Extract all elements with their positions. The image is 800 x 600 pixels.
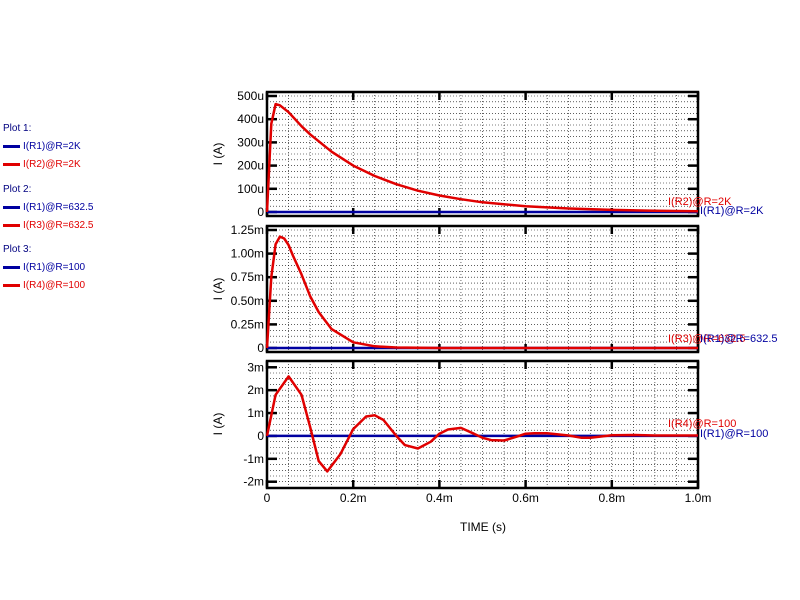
series-end-label: I(R1)@R=2K <box>700 205 764 217</box>
series-end-label: I(R1)@R=100 <box>700 428 768 440</box>
y-tick-label: 0 <box>257 429 264 443</box>
legend-label: I(R2)@R=2K <box>23 158 81 170</box>
y-tick-label: -1m <box>243 452 264 466</box>
legend-item: I(R3)@R=632.5 <box>3 219 93 231</box>
x-axis-label: TIME (s) <box>460 520 506 534</box>
y-tick-label: 1.25m <box>231 223 264 237</box>
series-line <box>265 375 698 473</box>
legend-label: I(R4)@R=100 <box>23 279 86 291</box>
x-tick-label: 0.2m <box>340 491 367 505</box>
series-end-label: I(R4)@R=100 <box>668 418 736 430</box>
legend-swatch <box>3 144 20 148</box>
x-tick-label: 1.0m <box>685 491 712 505</box>
y-tick-label: 0.75m <box>231 270 264 284</box>
plot-frame <box>265 224 700 354</box>
series-line <box>265 235 698 350</box>
plot-frame <box>265 359 700 490</box>
x-tick-label: 0.4m <box>426 491 453 505</box>
y-tick-label: 0 <box>257 205 264 219</box>
y-tick-label: 200u <box>237 159 264 173</box>
y-tick-label: 300u <box>237 135 264 149</box>
y-tick-label: 0.50m <box>231 294 264 308</box>
series-end-label: I(R3)@R=632.5 <box>668 333 746 345</box>
y-tick-label: 1m <box>247 406 264 420</box>
legend-heading: Plot 1: <box>3 123 32 134</box>
plot-panel-1: 0 100u 200u 300u 400u 500u I (A) I(R2)@R=2KI(R1… <box>211 89 764 219</box>
legend-item: I(R1)@R=632.5 <box>3 201 93 213</box>
y-tick-label: 0 <box>257 341 264 355</box>
legend-panel: Plot 1: I(R1)@R=2K I(R2)@R=2K Plot 2: I(R1)@… <box>0 0 220 600</box>
x-tick-label: 0.6m <box>512 491 539 505</box>
y-tick-label: 500u <box>237 89 264 103</box>
plot-frame <box>265 90 700 218</box>
x-tick-label: 0.8m <box>598 491 625 505</box>
y-axis-label: I (A) <box>211 413 225 436</box>
plot-panel-2: 0 0.25m 0.50m 0.75m 1.00m 1.25m I (A) I(R3)@R=6… <box>211 223 778 355</box>
legend-heading: Plot 2: <box>3 184 32 195</box>
legend-label: I(R3)@R=632.5 <box>23 219 94 231</box>
y-tick-label: 0.25m <box>231 317 264 331</box>
y-tick-label: 400u <box>237 112 264 126</box>
legend-label: I(R1)@R=632.5 <box>23 201 94 213</box>
legend-swatch <box>3 205 20 209</box>
series-end-label: I(R2)@R=2K <box>668 196 732 208</box>
legend-item: I(R1)@R=2K <box>3 140 81 152</box>
y-axis-label: I (A) <box>211 143 225 166</box>
y-tick-label: -2m <box>243 475 264 489</box>
legend-swatch <box>3 223 20 227</box>
legend-swatch <box>3 283 20 287</box>
legend-swatch <box>3 265 20 269</box>
y-tick-label: 3m <box>247 360 264 374</box>
legend-label: I(R1)@R=2K <box>23 140 81 152</box>
legend-heading: Plot 3: <box>3 244 32 255</box>
plot-panel-3: -2m -1m 0 1m 2m 3m I (A) I(R4)@R=100I(R1)@R=100… <box>211 359 768 534</box>
series-end-label: I(R1)@R=632.5 <box>700 333 778 345</box>
legend-label: I(R1)@R=100 <box>23 261 86 273</box>
y-axis-label: I (A) <box>211 278 225 301</box>
y-tick-label: 100u <box>237 182 264 196</box>
legend-item: I(R1)@R=100 <box>3 261 85 273</box>
x-tick-label: 0 <box>264 491 271 505</box>
y-tick-label: 2m <box>247 383 264 397</box>
legend-item: I(R4)@R=100 <box>3 279 85 291</box>
y-tick-label: 1.00m <box>231 247 264 261</box>
series-line <box>265 102 699 213</box>
legend-swatch <box>3 162 20 166</box>
legend-item: I(R2)@R=2K <box>3 158 81 170</box>
